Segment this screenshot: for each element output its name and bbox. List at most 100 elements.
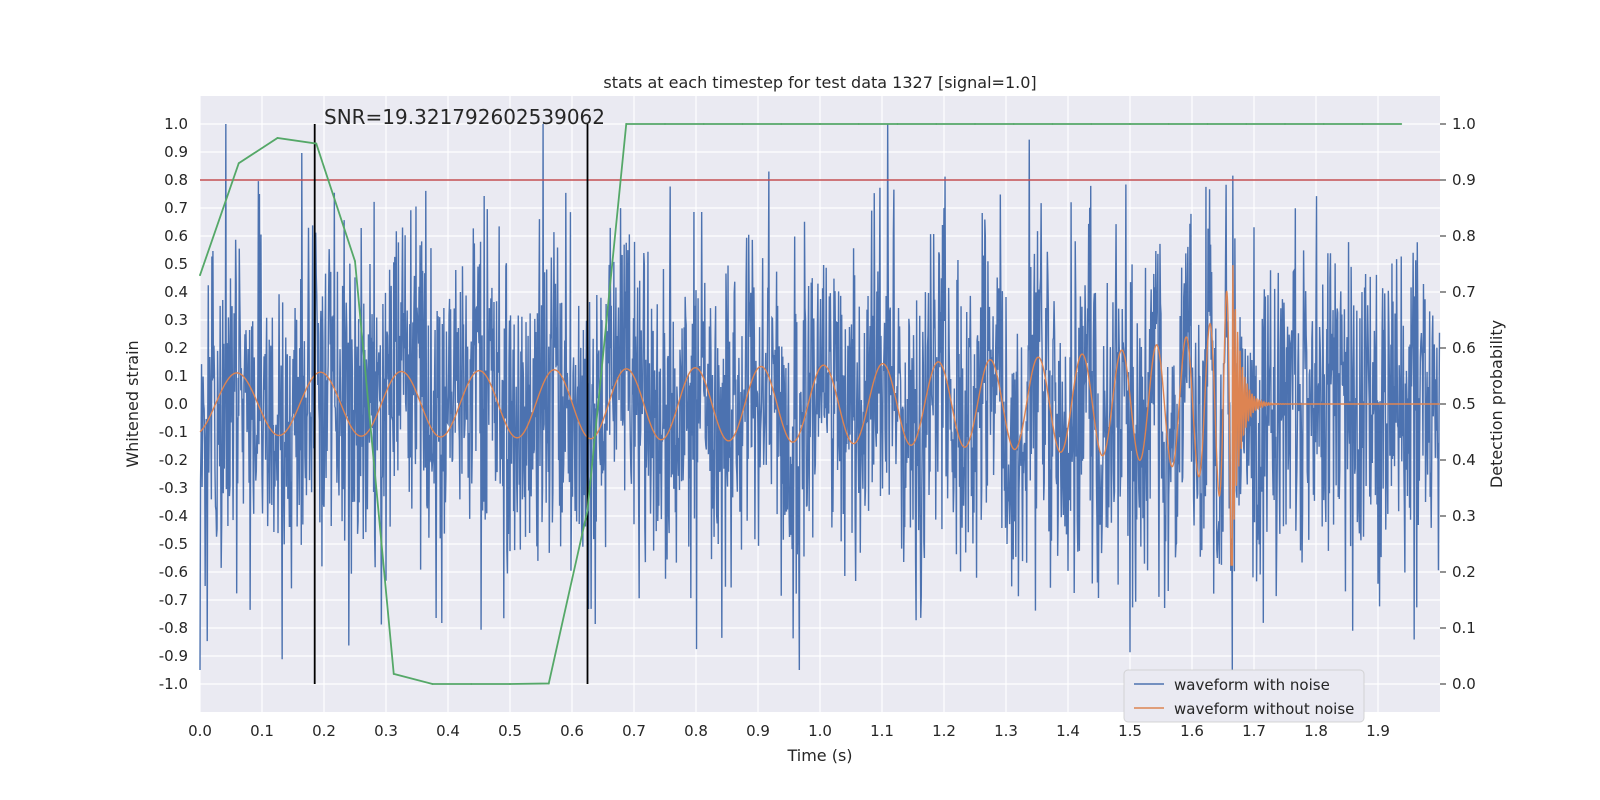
- y-tick-label: -0.1: [159, 423, 188, 441]
- x-tick-label: 1.3: [994, 722, 1018, 740]
- y-tick-label: -1.0: [159, 675, 188, 693]
- x-tick-label: 1.0: [808, 722, 832, 740]
- x-tick-label: 1.6: [1180, 722, 1204, 740]
- y-tick-label: -0.3: [159, 479, 188, 497]
- series-layer: [199, 123, 1441, 671]
- y2-tick-label: 0.8: [1452, 227, 1476, 245]
- y2-tick-label: 0.9: [1452, 171, 1476, 189]
- y-tick-label: 0.2: [164, 339, 188, 357]
- probability-point: [664, 123, 666, 125]
- probability-point: [1167, 123, 1170, 125]
- probability-point: [1361, 123, 1364, 125]
- y2-tick-label: 0.1: [1452, 619, 1476, 637]
- probability-point: [547, 682, 550, 685]
- y-tick-label: -0.4: [159, 507, 188, 525]
- probability-point: [896, 123, 899, 125]
- y2-tick-label: 0.0: [1452, 675, 1476, 693]
- x-tick-label: 1.5: [1118, 722, 1142, 740]
- x-tick-label: 0.4: [436, 722, 460, 740]
- y-tick-label: -0.9: [159, 647, 188, 665]
- y-tick-label: 1.0: [164, 115, 188, 133]
- x-tick-label: 1.2: [932, 722, 956, 740]
- probability-point: [857, 123, 860, 125]
- series-detection-probability: [199, 123, 1402, 685]
- probability-point: [431, 683, 434, 685]
- y2-tick-label: 0.7: [1452, 283, 1476, 301]
- probability-point: [741, 123, 744, 125]
- x-tick-label: 1.7: [1242, 722, 1266, 740]
- y2-tick-label: 0.2: [1452, 563, 1476, 581]
- y-tick-label: 0.7: [164, 199, 188, 217]
- y-tick-label: 0.0: [164, 395, 188, 413]
- series-waveform-with-noise: [199, 123, 1441, 671]
- overlay-layer: [199, 123, 1440, 685]
- x-tick-label: 0.7: [622, 722, 646, 740]
- probability-point: [780, 123, 783, 125]
- probability-point: [470, 683, 473, 685]
- probability-point: [1245, 123, 1248, 125]
- x-tick-label: 1.1: [870, 722, 894, 740]
- x-axis-label: Time (s): [786, 746, 852, 765]
- y-tick-label: -0.6: [159, 563, 188, 581]
- y2-axis-label: Detection probability: [1487, 320, 1506, 488]
- y2-tick-label: 0.4: [1452, 451, 1476, 469]
- y-axis-ticks: 1.0 0.9 0.8 0.7 0.6 0.5 0.4 0.3 0.2 0.1 0.0 -0.1 -0.…: [159, 115, 188, 693]
- probability-point: [1051, 123, 1054, 125]
- probability-point: [392, 673, 395, 675]
- x-tick-label: 1.8: [1304, 722, 1328, 740]
- probability-point: [199, 274, 201, 277]
- y-tick-label: 0.4: [164, 283, 188, 301]
- probability-point: [1129, 123, 1131, 125]
- y2-tick-label: 1.0: [1452, 115, 1476, 133]
- y2-axis-ticks: 1.0 0.9 0.8 0.7 0.6 0.5 0.4 0.3 0.2 0.1 0.0: [1440, 115, 1476, 693]
- probability-point: [625, 123, 628, 125]
- probability-point: [586, 509, 589, 512]
- x-axis-ticks: 0.0 0.1 0.2 0.3 0.4 0.5 0.6 0.7 0.8 0.9 1.0 1.1 1.2 1…: [188, 722, 1390, 740]
- x-tick-label: 0.0: [188, 722, 212, 740]
- probability-point: [1400, 123, 1403, 125]
- legend-box: [1123, 669, 1365, 723]
- chart-title: stats at each timestep for test data 132…: [603, 73, 1036, 92]
- probability-point: [1206, 123, 1209, 125]
- probability-point: [1284, 123, 1286, 125]
- probability-point: [1090, 123, 1093, 125]
- y-tick-label: 0.3: [164, 311, 188, 329]
- x-tick-label: 1.4: [1056, 722, 1080, 740]
- probability-point: [509, 683, 511, 685]
- legend-label-waveform-without-noise: waveform without noise: [1174, 700, 1354, 718]
- probability-point: [315, 142, 318, 145]
- y2-tick-label: 0.6: [1452, 339, 1476, 357]
- probability-point: [702, 123, 705, 125]
- probability-point: [354, 260, 356, 263]
- series-waveform-without-noise: [199, 265, 1440, 566]
- x-tick-label: 1.9: [1366, 722, 1390, 740]
- probability-point: [276, 137, 279, 139]
- y-tick-label: -0.7: [159, 591, 188, 609]
- legend-label-waveform-with-noise: waveform with noise: [1174, 676, 1330, 694]
- y-tick-label: 0.9: [164, 143, 188, 161]
- y-axis-label: Whitened strain: [123, 340, 142, 467]
- x-tick-label: 0.3: [374, 722, 398, 740]
- probability-point: [1322, 123, 1325, 125]
- y-tick-label: 0.6: [164, 227, 188, 245]
- x-tick-label: 0.1: [250, 722, 274, 740]
- y2-tick-label: 0.5: [1452, 395, 1476, 413]
- x-tick-label: 0.5: [498, 722, 522, 740]
- y-tick-label: 0.1: [164, 367, 188, 385]
- y-tick-label: 0.8: [164, 171, 188, 189]
- y-tick-label: 0.5: [164, 255, 188, 273]
- x-tick-label: 0.8: [684, 722, 708, 740]
- x-tick-label: 0.6: [560, 722, 584, 740]
- y-tick-label: -0.2: [159, 451, 188, 469]
- y2-tick-label: 0.3: [1452, 507, 1476, 525]
- y-tick-label: -0.5: [159, 535, 188, 553]
- probability-point: [237, 162, 240, 165]
- probability-point: [1012, 123, 1015, 125]
- x-tick-label: 0.9: [746, 722, 770, 740]
- x-tick-label: 0.2: [312, 722, 336, 740]
- probability-point: [974, 123, 976, 125]
- y-tick-label: -0.8: [159, 619, 188, 637]
- probability-point: [819, 123, 821, 125]
- legend: waveform with noise waveform without noi…: [1123, 669, 1365, 723]
